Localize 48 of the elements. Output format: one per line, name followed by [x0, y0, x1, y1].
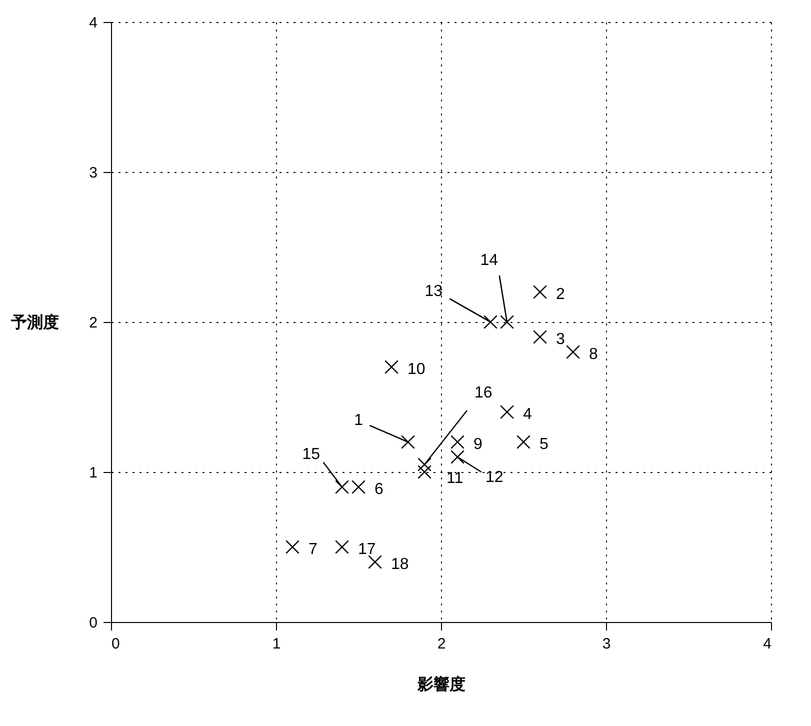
- point: [500, 405, 514, 419]
- point: [418, 465, 432, 479]
- annotation: 5: [540, 436, 548, 453]
- annotation: 14: [480, 252, 498, 269]
- annotation: 6: [374, 481, 384, 498]
- annotation: 17: [358, 541, 376, 558]
- annotation: 15: [302, 446, 320, 463]
- y-tick-label: 2: [89, 314, 98, 332]
- point: [450, 435, 464, 449]
- annotation: 11: [446, 470, 464, 487]
- annotation: 16: [474, 384, 492, 402]
- y-tick-label: 3: [89, 164, 98, 182]
- annotation: 12: [486, 469, 504, 486]
- point: [335, 540, 349, 554]
- point: [533, 330, 547, 344]
- point: [484, 315, 498, 329]
- point: [566, 345, 580, 359]
- point: [516, 435, 530, 449]
- point: [450, 450, 464, 464]
- point: [352, 480, 366, 494]
- point: [384, 360, 398, 374]
- annotation: 10: [408, 361, 426, 378]
- annotation: 7: [308, 541, 318, 558]
- point: [533, 285, 547, 299]
- x-tick-label: 1: [272, 636, 281, 652]
- point: [401, 435, 415, 449]
- annotation: 1: [354, 412, 364, 429]
- annotation: 9: [474, 436, 482, 453]
- annotation: 3: [556, 331, 565, 348]
- annotation: 13: [424, 283, 443, 300]
- x-axis-title: 影響度: [416, 674, 466, 694]
- point: [418, 458, 432, 472]
- point: [286, 540, 300, 554]
- x-tick-label: 3: [602, 636, 611, 652]
- y-tick-label: 1: [89, 464, 98, 482]
- annotation: 8: [589, 346, 598, 363]
- annotation: 2: [556, 286, 565, 303]
- annotation: 4: [523, 406, 532, 423]
- point: [335, 480, 349, 494]
- x-tick-label: 2: [437, 636, 446, 652]
- x-tick-label: 4: [763, 636, 772, 652]
- point: [368, 555, 382, 569]
- point: [500, 315, 514, 329]
- x-tick-label: 0: [112, 636, 120, 652]
- y-tick-label: 4: [89, 14, 98, 32]
- y-tick-label: 0: [89, 614, 98, 632]
- y-axis-title: 予測度: [10, 312, 60, 332]
- annotation: 18: [391, 556, 409, 573]
